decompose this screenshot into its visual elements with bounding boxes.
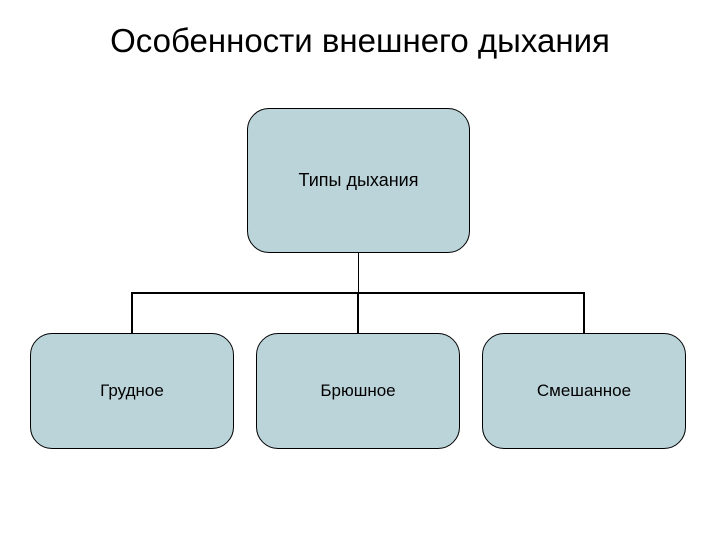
page-title: Особенности внешнего дыхания	[0, 0, 720, 70]
child-node-1: Брюшное	[256, 333, 460, 449]
child-node-2-label: Смешанное	[537, 381, 631, 401]
tree-diagram: Типы дыхания Грудное Брюшное Смешанное	[0, 70, 720, 490]
connector	[357, 292, 359, 333]
child-node-0: Грудное	[30, 333, 234, 449]
root-node-label: Типы дыхания	[299, 170, 419, 191]
root-node: Типы дыхания	[247, 108, 470, 253]
child-node-2: Смешанное	[482, 333, 686, 449]
connector	[358, 253, 360, 294]
child-node-0-label: Грудное	[100, 381, 164, 401]
connector	[583, 292, 585, 333]
child-node-1-label: Брюшное	[320, 381, 395, 401]
connector	[131, 292, 133, 333]
